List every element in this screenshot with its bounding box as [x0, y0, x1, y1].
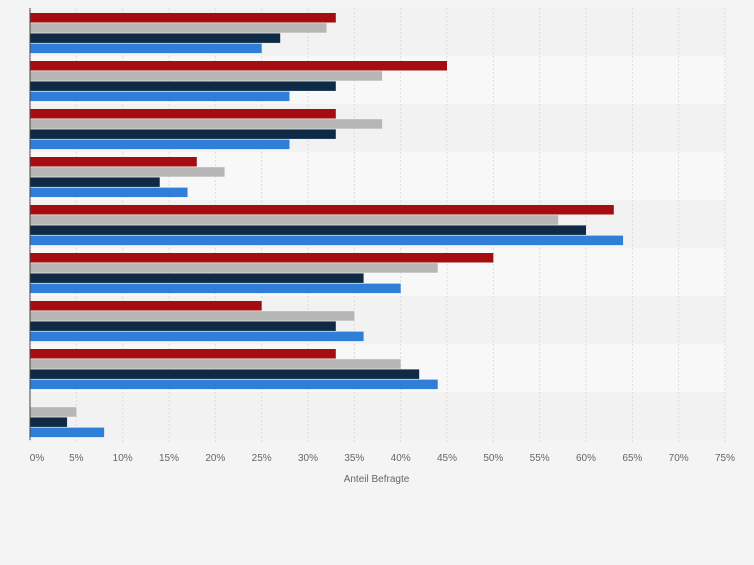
- bar[interactable]: [30, 129, 336, 139]
- bar[interactable]: [30, 331, 364, 342]
- bar[interactable]: [30, 43, 262, 54]
- x-tick-label: 70%: [669, 453, 689, 464]
- bar[interactable]: [30, 205, 614, 215]
- x-tick-label: 75%: [715, 453, 735, 464]
- bar[interactable]: [30, 321, 336, 331]
- bar[interactable]: [30, 71, 383, 81]
- x-tick-label: 60%: [576, 453, 596, 464]
- x-tick-label: 50%: [483, 453, 503, 464]
- x-axis-label: Anteil Befragte: [344, 474, 410, 485]
- bar[interactable]: [30, 157, 197, 167]
- x-tick-label: 30%: [298, 453, 318, 464]
- bar[interactable]: [30, 359, 401, 369]
- bar[interactable]: [30, 119, 383, 129]
- bar[interactable]: [30, 417, 68, 427]
- bar[interactable]: [30, 61, 447, 71]
- bars: [30, 13, 624, 438]
- x-tick-label: 25%: [252, 453, 272, 464]
- bar[interactable]: [30, 91, 290, 102]
- bar[interactable]: [30, 187, 188, 198]
- x-tick-label: 40%: [391, 453, 411, 464]
- bar[interactable]: [30, 215, 559, 225]
- bar[interactable]: [30, 263, 438, 273]
- bar[interactable]: [30, 427, 105, 438]
- bar[interactable]: [30, 235, 624, 246]
- x-tick-label: 65%: [622, 453, 642, 464]
- x-tick-label: 10%: [113, 453, 133, 464]
- x-tick-label: 15%: [159, 453, 179, 464]
- bar[interactable]: [30, 33, 281, 43]
- x-tick-label: 35%: [344, 453, 364, 464]
- x-tick-label: 0%: [30, 453, 45, 464]
- bar[interactable]: [30, 81, 336, 91]
- bar[interactable]: [30, 177, 160, 187]
- bar[interactable]: [30, 139, 290, 150]
- bar[interactable]: [30, 369, 420, 379]
- bar[interactable]: [30, 23, 327, 33]
- x-tick-label: 45%: [437, 453, 457, 464]
- bar[interactable]: [30, 273, 364, 283]
- x-tick-label: 20%: [205, 453, 225, 464]
- bar[interactable]: [30, 167, 225, 177]
- bar[interactable]: [30, 225, 586, 235]
- bar[interactable]: [30, 109, 336, 119]
- x-tick-label: 55%: [530, 453, 550, 464]
- bar[interactable]: [30, 379, 438, 390]
- category-band: [30, 392, 725, 440]
- bar[interactable]: [30, 13, 336, 23]
- bar[interactable]: [30, 407, 77, 417]
- bar[interactable]: [30, 301, 262, 311]
- bar[interactable]: [30, 253, 494, 263]
- bar[interactable]: [30, 349, 336, 359]
- bar[interactable]: [30, 311, 355, 321]
- x-tick-labels: 0% 5% 10% 15% 20% 25% 30% 35% 40% 45% 50% 55% 60% 65%…: [30, 453, 735, 464]
- bar[interactable]: [30, 283, 401, 294]
- x-tick-label: 5%: [69, 453, 84, 464]
